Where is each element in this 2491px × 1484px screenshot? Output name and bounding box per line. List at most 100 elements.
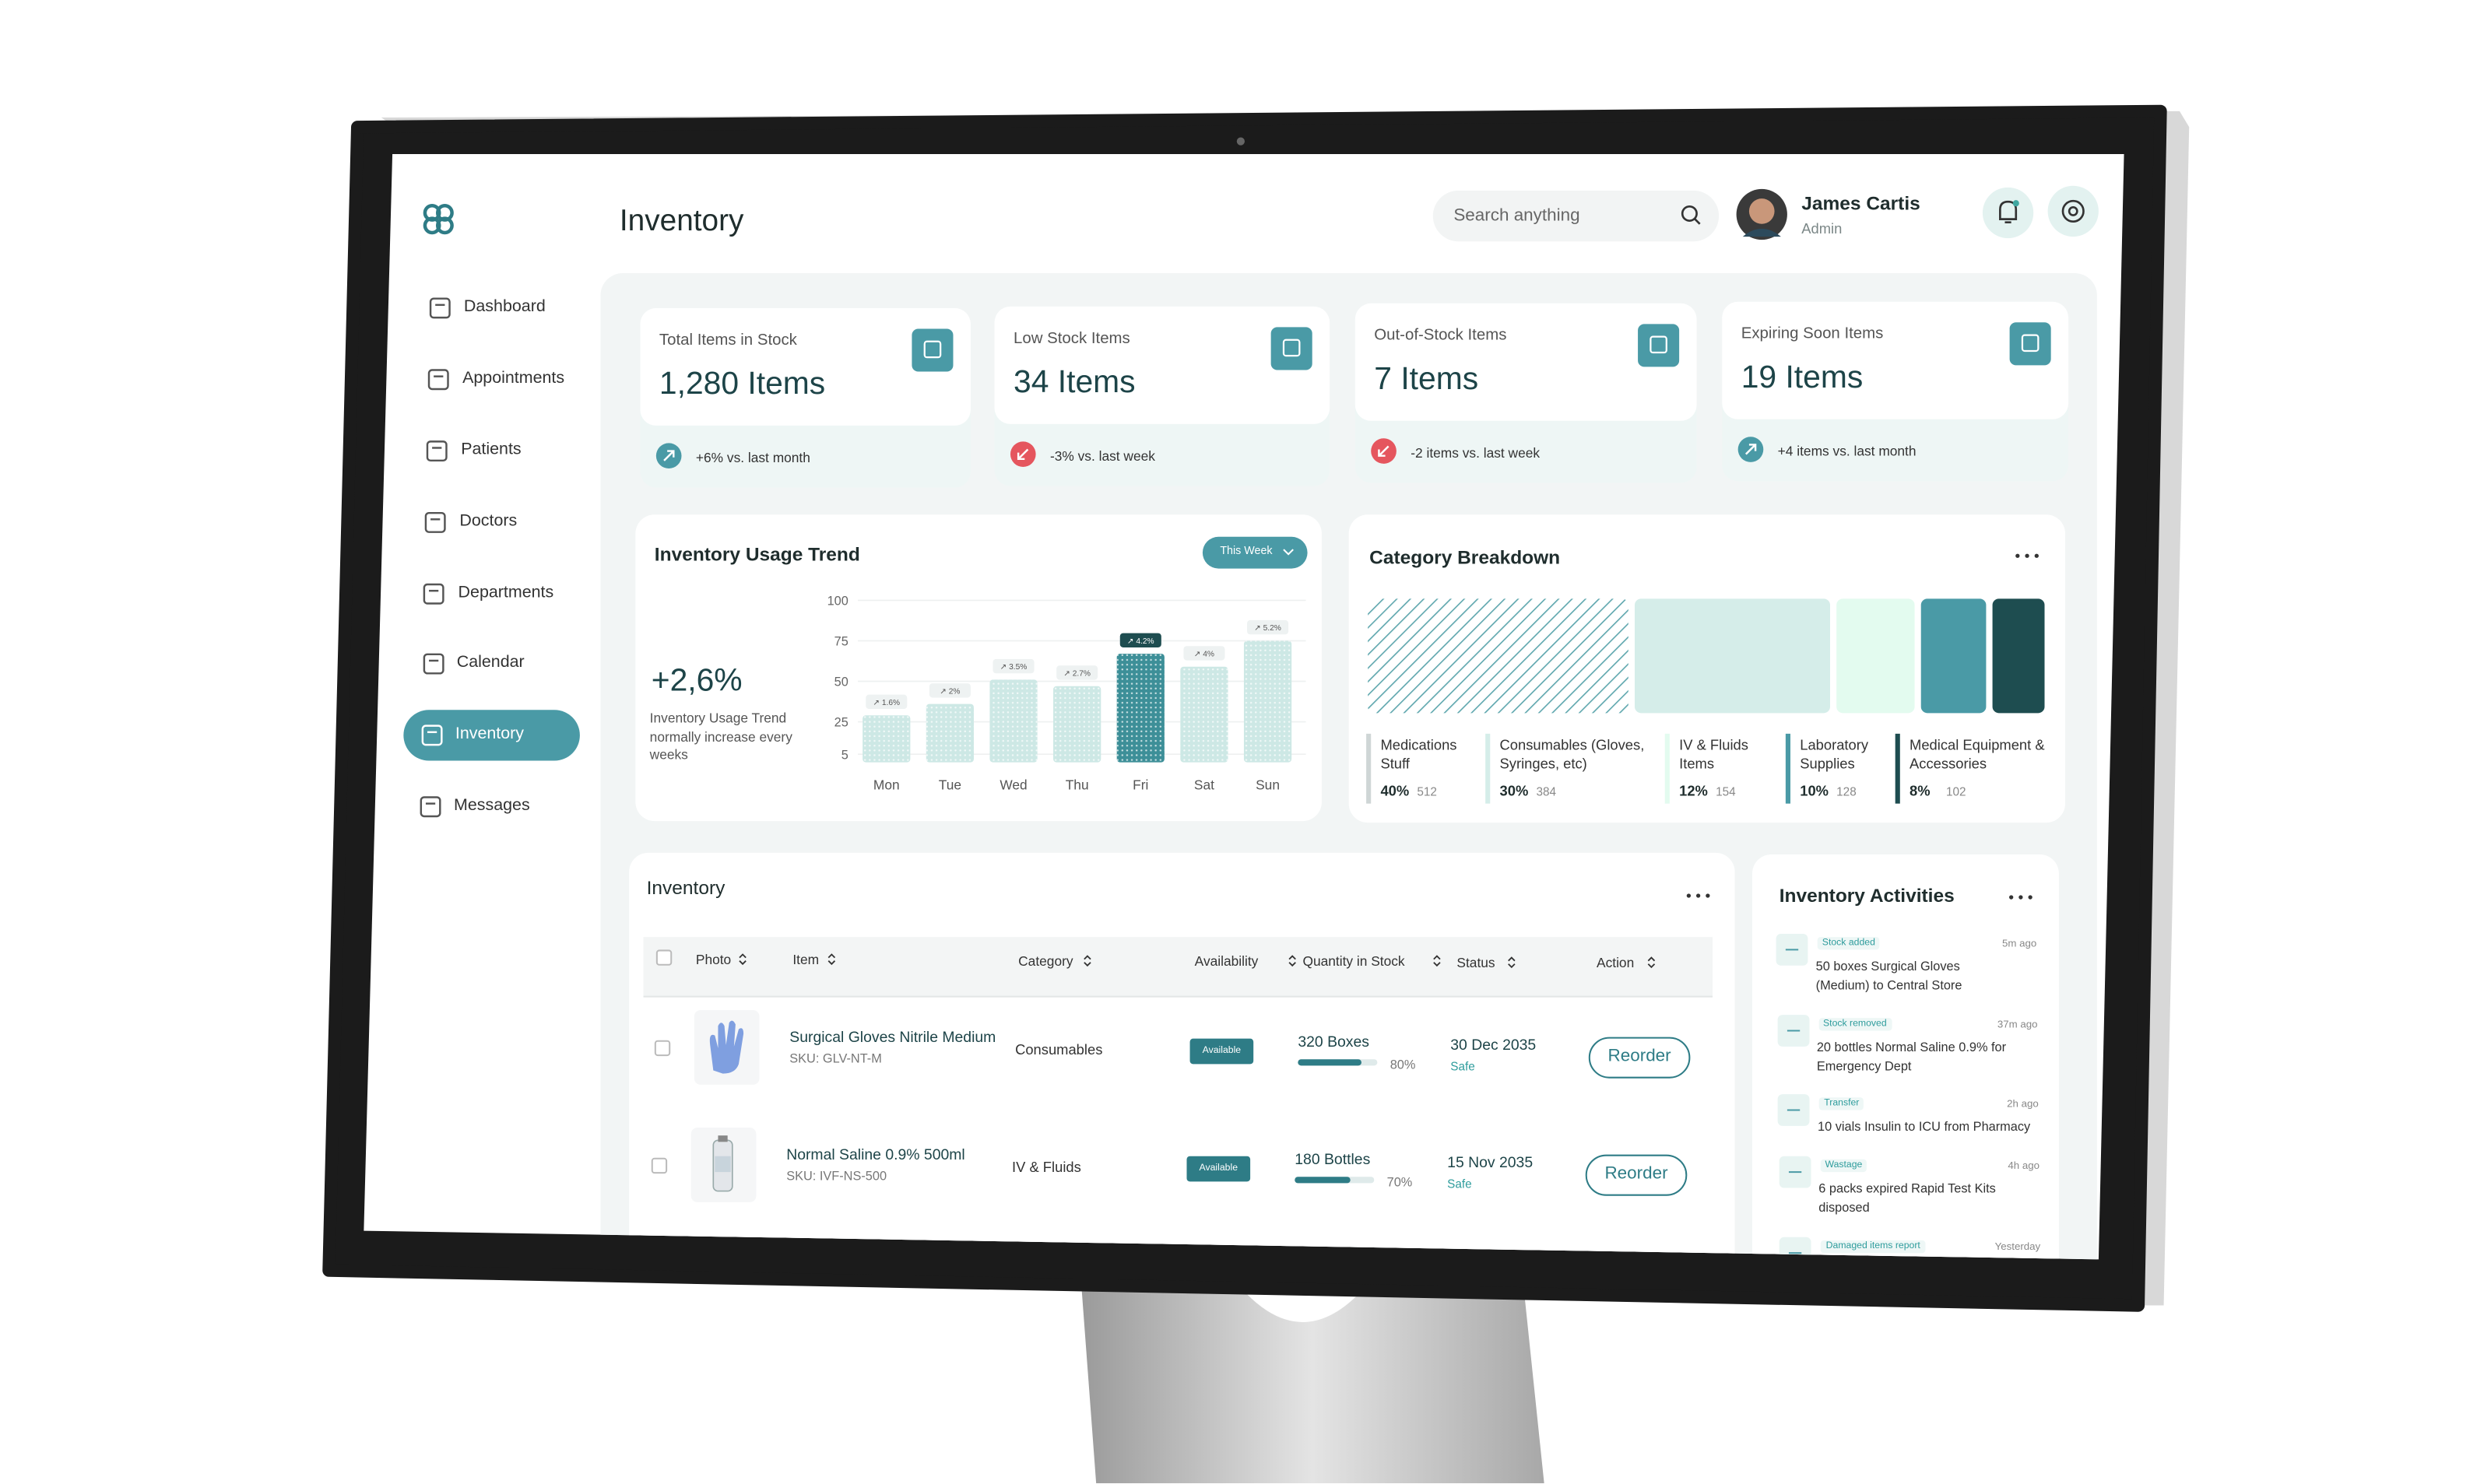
checkbox[interactable] — [655, 949, 673, 966]
more-button[interactable] — [1685, 893, 1711, 899]
stat-change: +4 items vs. last month — [1777, 443, 1917, 459]
stat-label: Out-of-Stock Items — [1374, 327, 1507, 345]
nav-item[interactable]: Doctors — [459, 511, 518, 531]
legend-marker — [1895, 733, 1900, 804]
activity-text: 6 packs expired Rapid Test Kits disposed — [1818, 1181, 1996, 1216]
column-header[interactable]: Action — [1597, 954, 1635, 970]
x-tick-label: Thu — [1066, 777, 1089, 792]
settings-button[interactable] — [2047, 185, 2099, 237]
legend-percent: 10% — [1800, 783, 1829, 799]
card-title: Category Breakdown — [1369, 546, 1561, 569]
activity-icon — [1780, 1237, 1812, 1260]
stat-label: Expiring Soon Items — [1741, 325, 1884, 343]
bar-texture — [1053, 686, 1101, 763]
column-header[interactable]: Item — [792, 952, 820, 968]
trend-icon — [1737, 437, 1764, 462]
y-tick-label: 25 — [834, 716, 848, 730]
column-header[interactable]: Status — [1456, 953, 1495, 970]
filter-label[interactable]: This Week — [1220, 546, 1273, 558]
legend-marker — [1366, 733, 1372, 804]
change-badge — [866, 694, 908, 710]
legend-percent: 8% — [1910, 783, 1931, 799]
segment — [1992, 598, 2045, 714]
camera — [1236, 137, 1245, 146]
user-role: Admin — [1801, 220, 1843, 237]
legend-label: IV & Fluids Items — [1679, 736, 1748, 772]
segment — [1368, 598, 1628, 714]
nav-item[interactable]: Appointments — [462, 368, 565, 388]
bar-texture — [1243, 640, 1292, 763]
change-badge — [1247, 619, 1289, 635]
nav-item[interactable]: Inventory — [455, 724, 525, 744]
activity-time: 4h ago — [2008, 1160, 2040, 1173]
column-header[interactable]: Availability — [1194, 952, 1259, 969]
item-category: IV & Fluids — [1011, 1159, 1081, 1176]
change-label: ↗ 1.6% — [873, 699, 900, 707]
reorder-button[interactable]: Reorder — [1585, 1154, 1688, 1196]
activity-type: Damaged items report — [1821, 1240, 1925, 1254]
nav-item[interactable]: Departments — [458, 582, 554, 602]
nav-item[interactable]: Calendar — [456, 652, 525, 672]
item-photo — [690, 1127, 757, 1202]
y-tick-label: 50 — [834, 675, 848, 689]
trend-icon — [1010, 441, 1036, 467]
column-header[interactable]: Quantity in Stock — [1302, 952, 1405, 970]
bar-texture — [1116, 654, 1165, 763]
avatar — [1736, 188, 1787, 240]
caption: Inventory Usage Trend normally increase … — [649, 710, 792, 763]
stat-value: 19 Items — [1741, 360, 1864, 396]
activity-text: 50 boxes Surgical Gloves (Medium) to Cen… — [1815, 959, 1962, 993]
trend-icon — [1371, 438, 1397, 464]
stock-level-label: 70% — [1386, 1175, 1413, 1190]
nav-icon — [429, 297, 451, 319]
sort-icon — [739, 953, 747, 966]
activity-icon — [1776, 933, 1808, 966]
x-tick-label: Wed — [1000, 777, 1027, 792]
change-label: ↗ 2.7% — [1063, 669, 1091, 678]
status-date: 15 Nov 2035 — [1447, 1154, 1534, 1173]
activity-type: Wastage — [1820, 1159, 1867, 1173]
stock-level-label: 80% — [1390, 1058, 1416, 1072]
activity-icon — [1779, 1156, 1811, 1188]
column-header[interactable]: Photo — [695, 951, 732, 967]
stat-icon — [2009, 322, 2051, 366]
legend-count: 512 — [1417, 784, 1437, 799]
legend-count: 128 — [1836, 784, 1857, 799]
quantity: 180 Bottles — [1295, 1151, 1371, 1170]
card-title: Inventory — [646, 876, 726, 900]
reorder-button[interactable]: Reorder — [1588, 1037, 1691, 1079]
legend-count: 384 — [1536, 784, 1556, 799]
segment — [1836, 598, 1915, 714]
nav-item[interactable]: Dashboard — [463, 296, 546, 317]
activity-type: Stock added — [1817, 937, 1880, 950]
x-tick-label: Fri — [1133, 777, 1148, 792]
activity-type: Stock removed — [1818, 1018, 1892, 1031]
activity-time: 37m ago — [1997, 1019, 2038, 1031]
checkbox[interactable] — [654, 1040, 671, 1057]
nav-item[interactable]: Patients — [461, 440, 522, 459]
search-placeholder: Search anything — [1453, 206, 1580, 226]
sort-icon — [1507, 956, 1515, 968]
search-icon — [1681, 205, 1701, 225]
search-box[interactable] — [1432, 190, 1720, 242]
item-sku: SKU: GLV-NT-M — [789, 1051, 882, 1066]
card-title: Inventory Usage Trend — [654, 542, 860, 566]
status: Safe — [1447, 1177, 1472, 1191]
column-header[interactable]: Category — [1018, 952, 1073, 969]
more-button[interactable] — [2015, 553, 2040, 559]
stat-label: Low Stock Items — [1014, 330, 1130, 348]
activity-icon — [1776, 1015, 1809, 1047]
nav-item[interactable]: Messages — [454, 795, 530, 815]
nav-icon — [423, 583, 445, 605]
table-header — [643, 937, 1713, 998]
stat-change: -2 items vs. last week — [1411, 444, 1541, 461]
change-label: ↗ 2% — [940, 687, 960, 696]
checkbox[interactable] — [651, 1157, 668, 1174]
notification-button[interactable] — [1982, 187, 2034, 239]
legend-marker — [1485, 733, 1491, 804]
x-tick-label: Sat — [1194, 777, 1214, 792]
stat-icon — [1638, 324, 1680, 367]
nav-icon — [427, 440, 448, 462]
more-button[interactable] — [2008, 894, 2034, 900]
